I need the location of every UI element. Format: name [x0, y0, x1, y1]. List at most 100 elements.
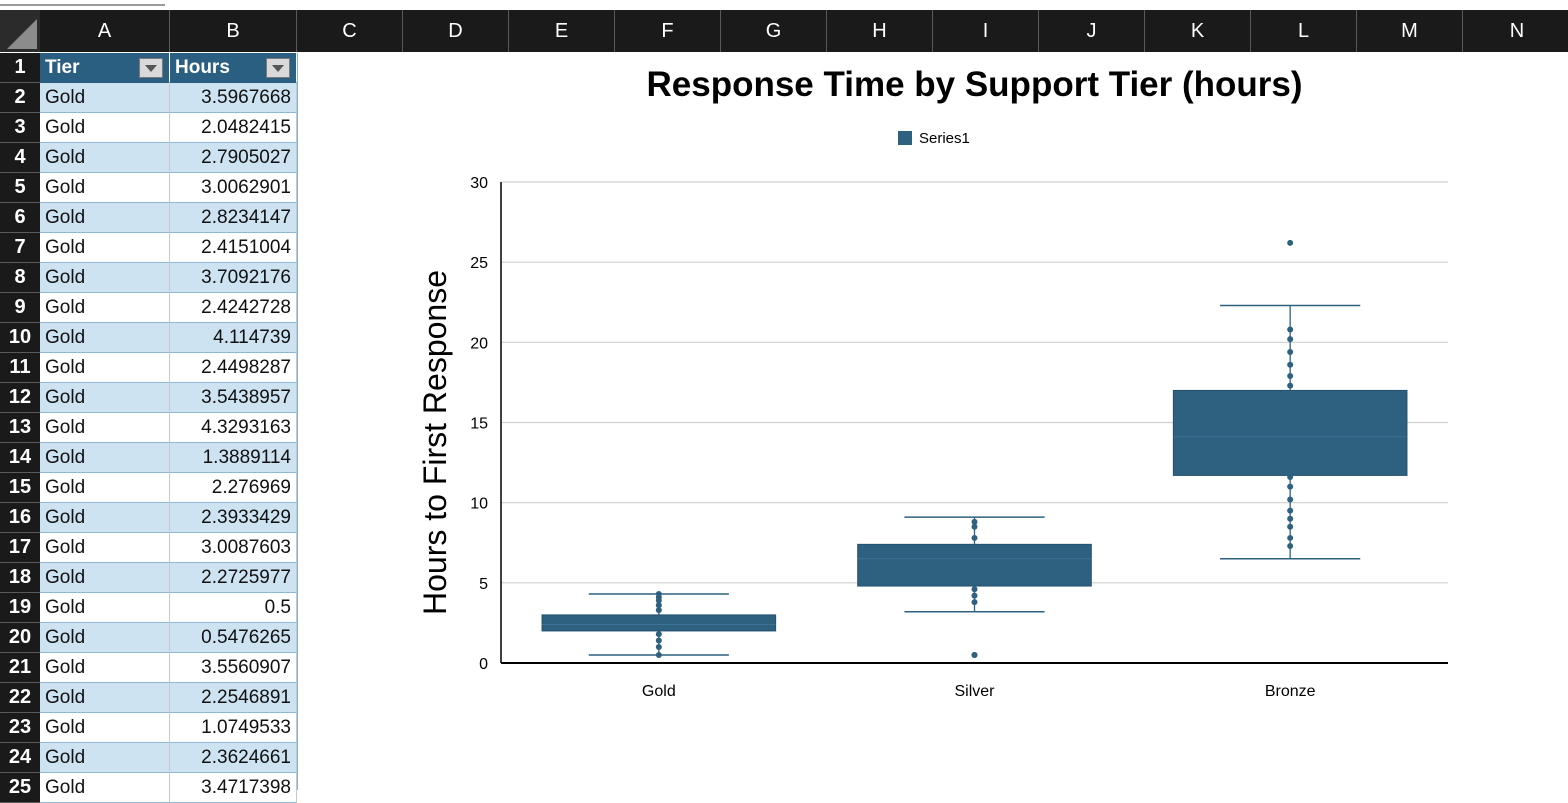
column-header-a[interactable]: A — [40, 10, 170, 52]
cell-hours[interactable]: 1.3889114 — [170, 443, 297, 473]
cell-hours[interactable]: 4.114739 — [170, 323, 297, 353]
cell-hours[interactable]: 3.4717398 — [170, 773, 297, 803]
cell-tier[interactable]: Gold — [40, 263, 170, 293]
cell-hours[interactable]: 3.0087603 — [170, 533, 297, 563]
data-point — [655, 637, 662, 644]
cell-hours[interactable]: 2.4151004 — [170, 233, 297, 263]
row-header-3[interactable]: 3 — [0, 113, 40, 143]
column-header-h[interactable]: H — [827, 10, 933, 52]
cell-tier[interactable]: Gold — [40, 173, 170, 203]
cell-hours[interactable]: 2.3624661 — [170, 743, 297, 773]
row-header-22[interactable]: 22 — [0, 683, 40, 713]
cell-hours[interactable]: 4.3293163 — [170, 413, 297, 443]
cell-hours[interactable]: 1.0749533 — [170, 713, 297, 743]
cell-tier[interactable]: Gold — [40, 653, 170, 683]
cell-tier[interactable]: Gold — [40, 713, 170, 743]
row-header-10[interactable]: 10 — [0, 323, 40, 353]
row-header-13[interactable]: 13 — [0, 413, 40, 443]
row-header-12[interactable]: 12 — [0, 383, 40, 413]
row-header-11[interactable]: 11 — [0, 353, 40, 383]
cell-tier[interactable]: Gold — [40, 293, 170, 323]
row-header-9[interactable]: 9 — [0, 293, 40, 323]
cell-tier[interactable]: Gold — [40, 383, 170, 413]
table-header-label: Hours — [175, 56, 230, 78]
cell-hours[interactable]: 3.5560907 — [170, 653, 297, 683]
cell-tier[interactable]: Gold — [40, 773, 170, 803]
row-header-14[interactable]: 14 — [0, 443, 40, 473]
filter-dropdown-button[interactable] — [266, 58, 290, 78]
cell-hours[interactable]: 2.0482415 — [170, 113, 297, 143]
cell-tier[interactable]: Gold — [40, 563, 170, 593]
column-header-j[interactable]: J — [1039, 10, 1145, 52]
select-all-button[interactable] — [0, 10, 40, 52]
row-header-8[interactable]: 8 — [0, 263, 40, 293]
row-header-25[interactable]: 25 — [0, 773, 40, 803]
row-header-18[interactable]: 18 — [0, 563, 40, 593]
cell-tier[interactable]: Gold — [40, 743, 170, 773]
select-all-icon — [7, 19, 37, 49]
cell-hours[interactable]: 2.2725977 — [170, 563, 297, 593]
chart-container[interactable]: Response Time by Support Tier (hours) Ser… — [298, 53, 1568, 790]
cell-tier[interactable]: Gold — [40, 323, 170, 353]
row-header-6[interactable]: 6 — [0, 203, 40, 233]
cell-tier[interactable]: Gold — [40, 413, 170, 443]
row-header-24[interactable]: 24 — [0, 743, 40, 773]
cell-tier[interactable]: Gold — [40, 533, 170, 563]
cell-tier[interactable]: Gold — [40, 233, 170, 263]
data-point — [971, 592, 978, 599]
cell-tier[interactable]: Gold — [40, 353, 170, 383]
cell-tier[interactable]: Gold — [40, 593, 170, 623]
cell-tier[interactable]: Gold — [40, 113, 170, 143]
filter-dropdown-button[interactable] — [139, 58, 163, 78]
row-header-17[interactable]: 17 — [0, 533, 40, 563]
column-header-d[interactable]: D — [403, 10, 509, 52]
column-header-m[interactable]: M — [1357, 10, 1463, 52]
column-header-b[interactable]: B — [170, 10, 297, 52]
box-plot-chart[interactable]: Response Time by Support Tier (hours) Ser… — [298, 53, 1568, 790]
row-header-5[interactable]: 5 — [0, 173, 40, 203]
column-header-n[interactable]: N — [1463, 10, 1568, 52]
data-point — [971, 534, 978, 541]
table-header-tier[interactable]: Tier — [40, 53, 170, 83]
cell-tier[interactable]: Gold — [40, 623, 170, 653]
cell-tier[interactable]: Gold — [40, 203, 170, 233]
cell-hours[interactable]: 2.2546891 — [170, 683, 297, 713]
cell-hours[interactable]: 3.7092176 — [170, 263, 297, 293]
cell-hours[interactable]: 2.276969 — [170, 473, 297, 503]
cell-hours[interactable]: 2.7905027 — [170, 143, 297, 173]
cell-hours[interactable]: 2.4242728 — [170, 293, 297, 323]
row-header-1[interactable]: 1 — [0, 53, 40, 83]
cell-hours[interactable]: 3.0062901 — [170, 173, 297, 203]
cell-tier[interactable]: Gold — [40, 683, 170, 713]
cell-tier[interactable]: Gold — [40, 83, 170, 113]
row-header-4[interactable]: 4 — [0, 143, 40, 173]
cell-hours[interactable]: 2.3933429 — [170, 503, 297, 533]
cell-hours[interactable]: 3.5967668 — [170, 83, 297, 113]
table-header-hours[interactable]: Hours — [170, 53, 297, 83]
cell-tier[interactable]: Gold — [40, 473, 170, 503]
row-header-20[interactable]: 20 — [0, 623, 40, 653]
column-header-f[interactable]: F — [615, 10, 721, 52]
column-header-i[interactable]: I — [933, 10, 1039, 52]
row-header-15[interactable]: 15 — [0, 473, 40, 503]
cell-tier[interactable]: Gold — [40, 443, 170, 473]
column-header-g[interactable]: G — [721, 10, 827, 52]
column-header-l[interactable]: L — [1251, 10, 1357, 52]
cell-hours[interactable]: 2.4498287 — [170, 353, 297, 383]
row-header-23[interactable]: 23 — [0, 713, 40, 743]
row-header-2[interactable]: 2 — [0, 83, 40, 113]
column-header-k[interactable]: K — [1145, 10, 1251, 52]
cell-hours[interactable]: 2.8234147 — [170, 203, 297, 233]
row-header-7[interactable]: 7 — [0, 233, 40, 263]
cell-hours[interactable]: 0.5476265 — [170, 623, 297, 653]
cell-tier[interactable]: Gold — [40, 503, 170, 533]
cell-hours[interactable]: 0.5 — [170, 593, 297, 623]
y-tick-label: 25 — [470, 255, 488, 272]
row-header-21[interactable]: 21 — [0, 653, 40, 683]
row-header-16[interactable]: 16 — [0, 503, 40, 533]
column-header-e[interactable]: E — [509, 10, 615, 52]
column-header-c[interactable]: C — [297, 10, 403, 52]
cell-hours[interactable]: 3.5438957 — [170, 383, 297, 413]
row-header-19[interactable]: 19 — [0, 593, 40, 623]
cell-tier[interactable]: Gold — [40, 143, 170, 173]
